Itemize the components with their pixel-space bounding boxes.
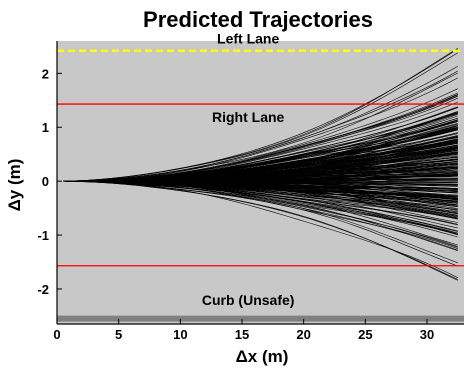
x-tick-label: 5 <box>115 327 122 342</box>
y-tick-label: 2 <box>42 66 49 81</box>
y-axis-label: Δy (m) <box>5 159 24 212</box>
trajectory-lines <box>63 47 458 281</box>
trajectory-line <box>63 179 458 184</box>
annotation-label: Curb (Unsafe) <box>202 292 295 308</box>
annotation-label: Right Lane <box>212 109 285 125</box>
trajectory-line <box>63 180 458 206</box>
trajectory-line <box>63 77 458 182</box>
trajectory-line <box>63 97 458 182</box>
chart-title: Predicted Trajectories <box>143 7 373 32</box>
reference-lines <box>57 49 464 322</box>
x-tick-label: 25 <box>358 327 372 342</box>
x-tick-label: 15 <box>235 327 249 342</box>
x-axis-label: Δx (m) <box>236 347 289 366</box>
trajectory-line <box>63 141 458 182</box>
y-ticks: -2 -1 0 1 2 <box>37 66 62 297</box>
x-tick-label: 20 <box>296 327 310 342</box>
x-tick-label: 0 <box>53 327 60 342</box>
x-tick-label: 30 <box>420 327 434 342</box>
trajectory-line <box>63 48 458 182</box>
x-tick-label: 10 <box>173 327 187 342</box>
trajectory-line <box>63 180 458 183</box>
y-tick-label: -1 <box>37 228 49 243</box>
y-tick-label: 1 <box>42 120 49 135</box>
y-tick-label: 0 <box>42 174 49 189</box>
annotation-label: Left Lane <box>217 31 279 47</box>
x-ticks: 0 5 10 15 20 25 30 <box>53 319 434 342</box>
y-tick-label: -2 <box>37 282 49 297</box>
annotations: Left Lane Right Lane Curb (Unsafe) <box>202 31 295 308</box>
trajectory-line <box>63 180 458 234</box>
